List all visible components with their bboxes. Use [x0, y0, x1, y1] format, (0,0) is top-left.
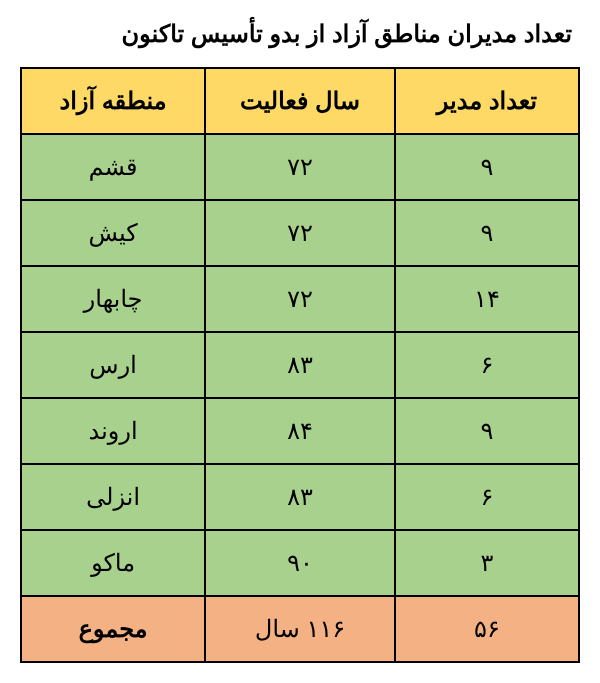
- table-body: ۹۷۲قشم۹۷۲کیش۱۴۷۲چابهار۶۸۳ارس۹۸۴اروند۶۸۳ا…: [21, 134, 579, 662]
- total-count: ۵۶: [395, 596, 579, 662]
- zones-table: تعداد مدیر سال فعالیت منطقه آزاد ۹۷۲قشم۹…: [20, 67, 580, 663]
- header-zone: منطقه آزاد: [21, 68, 205, 134]
- total-zone: مجموع: [21, 596, 205, 662]
- table-row: ۳۹۰ماکو: [21, 530, 579, 596]
- cell-year: ۸۴: [205, 398, 395, 464]
- cell-zone: قشم: [21, 134, 205, 200]
- cell-year: ۹۰: [205, 530, 395, 596]
- table-row: ۹۸۴اروند: [21, 398, 579, 464]
- cell-count: ۹: [395, 134, 579, 200]
- cell-year: ۷۲: [205, 134, 395, 200]
- cell-count: ۳: [395, 530, 579, 596]
- cell-year: ۷۲: [205, 266, 395, 332]
- table-row: ۹۷۲کیش: [21, 200, 579, 266]
- cell-count: ۶: [395, 464, 579, 530]
- cell-zone: انزلی: [21, 464, 205, 530]
- cell-year: ۸۳: [205, 332, 395, 398]
- cell-count: ۹: [395, 398, 579, 464]
- cell-year: ۷۲: [205, 200, 395, 266]
- cell-count: ۱۴: [395, 266, 579, 332]
- header-year: سال فعالیت: [205, 68, 395, 134]
- table-row: ۱۴۷۲چابهار: [21, 266, 579, 332]
- cell-count: ۶: [395, 332, 579, 398]
- cell-count: ۹: [395, 200, 579, 266]
- table-row: ۶۸۳انزلی: [21, 464, 579, 530]
- cell-zone: چابهار: [21, 266, 205, 332]
- cell-zone: کیش: [21, 200, 205, 266]
- total-row: ۵۶۱۱۶ سالمجموع: [21, 596, 579, 662]
- header-count: تعداد مدیر: [395, 68, 579, 134]
- cell-zone: اروند: [21, 398, 205, 464]
- cell-zone: ماکو: [21, 530, 205, 596]
- table-row: ۶۸۳ارس: [21, 332, 579, 398]
- table-row: ۹۷۲قشم: [21, 134, 579, 200]
- total-year: ۱۱۶ سال: [205, 596, 395, 662]
- cell-year: ۸۳: [205, 464, 395, 530]
- header-row: تعداد مدیر سال فعالیت منطقه آزاد: [21, 68, 579, 134]
- cell-zone: ارس: [21, 332, 205, 398]
- page-title: تعداد مدیران مناطق آزاد از بدو تأسیس تاک…: [20, 20, 580, 49]
